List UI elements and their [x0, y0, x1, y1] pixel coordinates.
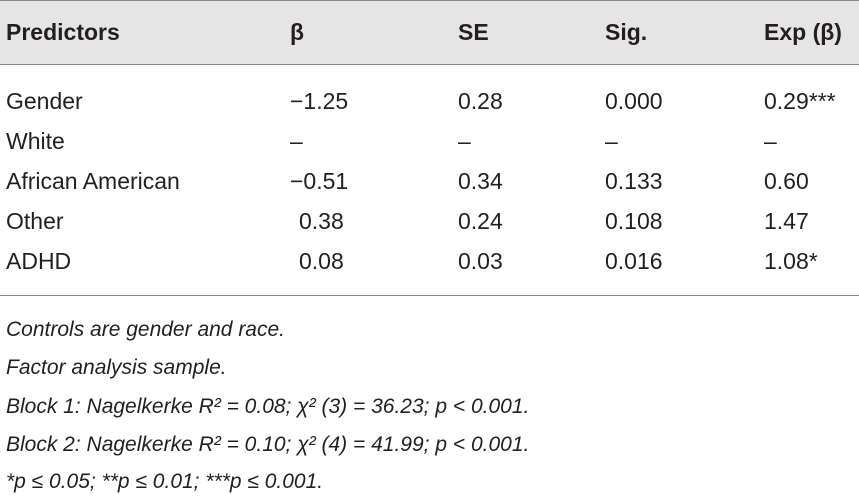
- row-adhd-sig: 0.016: [605, 248, 663, 274]
- header-se: SE: [458, 19, 489, 45]
- table-note-sample: Factor analysis sample.: [6, 356, 227, 379]
- row-gender-predictor: Gender: [6, 88, 83, 114]
- row-white-se: –: [458, 128, 471, 154]
- row-african-american-exp: 0.60: [764, 168, 809, 194]
- row-african-american-se: 0.34: [458, 168, 503, 194]
- table-note-block-2: Block 2: Nagelkerke R² = 0.10; χ² (4) = …: [6, 433, 530, 456]
- header-predictors: Predictors: [6, 19, 120, 45]
- row-other-sig: 0.108: [605, 208, 663, 234]
- header-rule: [0, 64, 859, 65]
- header-exp-beta: Exp (β): [764, 19, 842, 45]
- row-white-predictor: White: [6, 128, 65, 154]
- header-sig: Sig.: [605, 19, 648, 45]
- row-white-exp: –: [764, 128, 777, 154]
- row-other-predictor: Other: [6, 208, 64, 234]
- row-african-american-sig: 0.133: [605, 168, 663, 194]
- row-african-american-beta: −0.51: [290, 168, 349, 194]
- top-rule: [0, 0, 859, 1]
- row-gender-sig: 0.000: [605, 88, 663, 114]
- row-other-beta: 0.38: [299, 208, 344, 234]
- header-beta: β: [290, 19, 305, 45]
- row-white-sig: –: [605, 128, 618, 154]
- row-adhd-beta: 0.08: [299, 248, 344, 274]
- table-note-significance: *p ≤ 0.05; **p ≤ 0.01; ***p ≤ 0.001.: [6, 470, 324, 493]
- table-header-background: [0, 0, 859, 64]
- row-gender-se: 0.28: [458, 88, 503, 114]
- row-adhd-predictor: ADHD: [6, 248, 72, 274]
- row-other-exp: 1.47: [764, 208, 809, 234]
- row-gender-exp: 0.29***: [764, 88, 836, 114]
- row-gender-beta: −1.25: [290, 88, 349, 114]
- row-white-beta: –: [290, 128, 303, 154]
- row-african-american-predictor: African American: [6, 168, 180, 194]
- table-note-block-1: Block 1: Nagelkerke R² = 0.08; χ² (3) = …: [6, 395, 530, 418]
- bottom-rule: [0, 295, 859, 296]
- row-other-se: 0.24: [458, 208, 503, 234]
- row-adhd-se: 0.03: [458, 248, 503, 274]
- table-note-controls: Controls are gender and race.: [6, 318, 285, 341]
- row-adhd-exp: 1.08*: [764, 248, 818, 274]
